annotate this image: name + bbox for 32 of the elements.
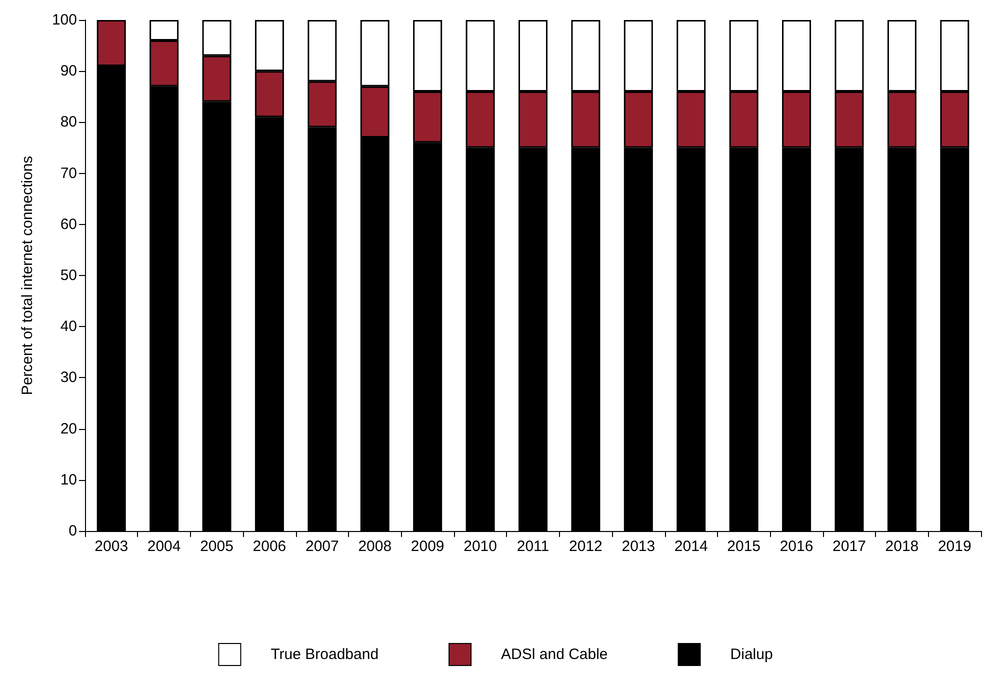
x-tick-label: 2004 [147, 538, 181, 555]
x-tick-label: 2013 [622, 538, 656, 555]
legend-label: ADSl and Cable [501, 646, 608, 663]
x-tick-label: 2003 [94, 538, 128, 555]
legend-label: Dialup [730, 646, 773, 663]
x-tick-label: 2018 [885, 538, 919, 555]
x-tick-label: 2009 [410, 538, 444, 555]
y-tick-label: 90 [60, 62, 77, 80]
y-tick-label: 60 [60, 216, 77, 233]
x-tick-label: 2019 [938, 538, 972, 555]
y-tick-label: 40 [60, 318, 77, 336]
x-tick-label: 2008 [358, 538, 392, 555]
x-tick-label: 2015 [727, 538, 761, 555]
y-axis-title: Percent of total internet connections [19, 156, 36, 396]
x-tick-label: 2007 [305, 538, 339, 555]
y-tick-label: 50 [60, 267, 77, 284]
x-tick-label: 2017 [832, 538, 866, 555]
y-tick-label: 20 [60, 420, 77, 438]
legend-label: True Broadband [270, 646, 379, 663]
y-tick-label: 10 [60, 471, 77, 488]
x-tick-label: 2005 [200, 538, 234, 555]
y-tick-label: 30 [60, 369, 77, 386]
x-tick-label: 2012 [569, 538, 602, 555]
x-tick-label: 2016 [780, 538, 814, 555]
x-tick-label: 2014 [674, 538, 708, 555]
x-tick-label: 2010 [464, 538, 497, 555]
y-tick-label: 0 [68, 522, 77, 540]
x-tick-label: 2006 [252, 538, 286, 555]
y-tick-label: 70 [60, 164, 77, 182]
y-tick-label: 100 [52, 12, 77, 28]
y-tick-label: 80 [60, 114, 77, 131]
x-tick-label: 2011 [516, 538, 550, 555]
